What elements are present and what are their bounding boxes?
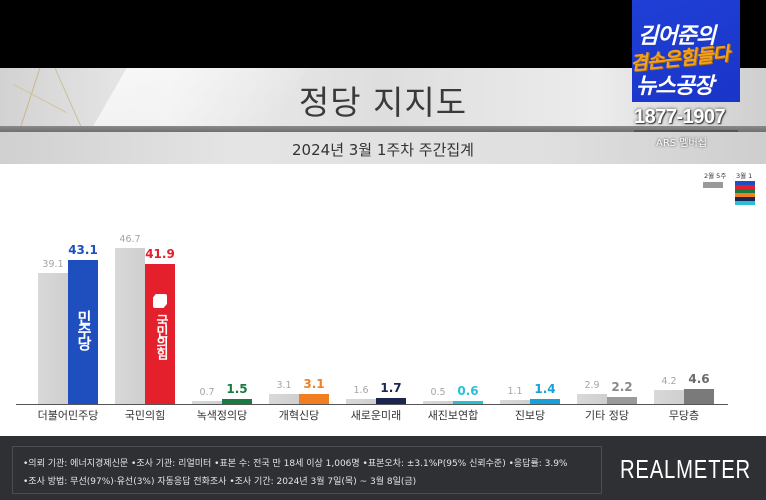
value-label-prev: 4.2	[661, 375, 677, 387]
bar-curr	[453, 401, 483, 404]
bar-chart: 2월 5주 3월 1주 39.1 43.1 더불어민주당 민주당 46.7 41.9 국민의…	[0, 164, 766, 436]
value-label-curr: 41.9	[145, 247, 175, 262]
bar-group: 39.1 43.1 더불어민주당 민주당	[0, 164, 766, 436]
footer: •의뢰 기관: 에너지경제신문 •조사 기관: 리얼미터 •표본 수: 전국 만…	[0, 436, 766, 500]
category-label: 새진보연합	[427, 409, 479, 422]
legend-swatch-band	[735, 181, 755, 185]
legend-swatch-prev	[703, 182, 723, 188]
value-label-prev: 39.1	[42, 259, 64, 271]
bar-group: 46.7 41.9 국민의힘 국민의힘	[0, 164, 766, 436]
value-label-curr: 3.1	[303, 376, 325, 391]
bar-prev	[192, 401, 222, 404]
category-label: 기타 정당	[585, 409, 629, 422]
bar-group: 1.1 1.4 진보당	[0, 164, 766, 436]
category-label: 더불어민주당	[37, 409, 99, 422]
value-label-prev: 46.7	[119, 234, 141, 246]
legend-label-prev: 2월 5주	[704, 172, 727, 180]
bar-group: 2.9 2.2 기타 정당	[0, 164, 766, 436]
value-label-curr: 1.4	[534, 382, 556, 397]
bar-prev	[423, 401, 453, 404]
value-label-prev: 0.5	[430, 387, 446, 398]
phone-number: 1877-1907	[634, 106, 726, 128]
bar-curr	[222, 399, 252, 404]
realmeter-logo: REALMETER	[620, 454, 751, 484]
bar-curr	[299, 393, 329, 404]
value-label-curr: 43.1	[68, 243, 98, 258]
survey-info-line1: •의뢰 기관: 에너지경제신문 •조사 기관: 리얼미터 •표본 수: 전국 만…	[23, 459, 568, 469]
bar-curr	[607, 396, 637, 404]
divider	[634, 130, 738, 132]
bar-curr	[376, 398, 406, 404]
bar-curr	[145, 264, 175, 404]
x-axis-line	[16, 404, 728, 405]
bar-group: 0.7 1.5 녹색정의당	[0, 164, 766, 436]
ars-label: ARS 멤버십	[656, 138, 707, 149]
bar-group: 0.5 0.6 새진보연합	[0, 164, 766, 436]
bar-prev	[654, 389, 684, 404]
value-label-prev: 1.1	[507, 386, 523, 398]
chart-title: 정당 지지도	[298, 83, 468, 122]
value-label-prev: 1.6	[353, 384, 369, 396]
channel-logo: 김어준의 겸손은힘들다 뉴스공장	[629, 0, 740, 102]
channel-logo-line1: 김어준의	[638, 24, 716, 49]
category-label: 새로운미래	[350, 409, 402, 422]
legend-swatch-band	[735, 189, 755, 193]
ppp-party-logo-icon	[153, 294, 167, 309]
legend-swatch-band	[735, 185, 755, 189]
bar-curr	[68, 260, 98, 404]
chart-legend: 2월 5주 3월 1주	[686, 170, 756, 220]
survey-info-box: •의뢰 기관: 에너지경제신문 •조사 기관: 리얼미터 •표본 수: 전국 만…	[12, 446, 602, 494]
value-label-prev: 2.9	[584, 380, 600, 392]
category-label: 진보당	[514, 409, 546, 422]
value-label-curr: 1.7	[380, 381, 402, 396]
category-label: 국민의힘	[124, 409, 166, 422]
value-label-prev: 0.7	[199, 387, 215, 398]
bar-group: 1.6 1.7 새로운미래	[0, 164, 766, 436]
bar-prev	[115, 248, 145, 404]
bar-prev	[38, 273, 68, 404]
legend-swatch-band	[735, 201, 755, 205]
bar-prev	[577, 394, 607, 404]
value-label-prev: 3.1	[276, 379, 292, 391]
bar-curr	[530, 399, 560, 404]
bar-group: 3.1 3.1 개혁신당	[0, 164, 766, 436]
value-label-curr: 1.5	[226, 381, 248, 396]
legend-swatch-curr	[735, 181, 755, 205]
ppp-party-logo: 국민의힘	[153, 314, 168, 359]
category-label: 녹색정의당	[196, 409, 248, 422]
survey-info-line2: •조사 방법: 무선(97%)·유선(3%) 자동응답 전화조사 •조사 기간:…	[23, 477, 417, 487]
subtitle-band: 2024년 3월 1주차 주간집계	[0, 132, 766, 164]
category-label: 무당층	[668, 409, 700, 422]
bar-prev	[269, 393, 299, 404]
value-label-curr: 2.2	[611, 379, 633, 394]
bar-prev	[346, 398, 376, 404]
bar-curr	[684, 388, 714, 404]
value-label-curr: 4.6	[688, 371, 710, 386]
divider	[0, 126, 766, 132]
value-label-curr: 0.6	[457, 384, 479, 398]
channel-logo-line3: 뉴스공장	[636, 74, 714, 99]
chart-subtitle: 2024년 3월 1주차 주간집계	[292, 141, 474, 159]
bar-group: 4.2 4.6 무당층	[0, 164, 766, 436]
bar-prev	[500, 400, 530, 404]
category-label: 개혁신당	[278, 409, 320, 422]
democratic-party-logo: 민주당	[75, 310, 93, 350]
legend-swatch-band	[735, 197, 755, 201]
legend-swatch-band	[735, 193, 755, 197]
